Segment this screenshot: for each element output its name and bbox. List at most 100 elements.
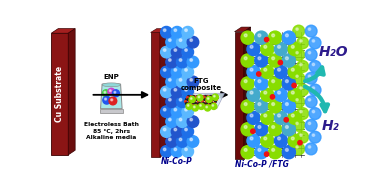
Circle shape [174, 88, 177, 91]
Circle shape [166, 96, 177, 108]
Circle shape [300, 111, 302, 113]
Circle shape [214, 95, 215, 97]
Circle shape [291, 45, 294, 48]
Text: Ni-Co-P: Ni-Co-P [161, 157, 193, 166]
Circle shape [285, 34, 288, 37]
Circle shape [179, 59, 182, 61]
Circle shape [244, 125, 247, 128]
Circle shape [277, 45, 280, 48]
Circle shape [255, 77, 268, 90]
Circle shape [308, 122, 311, 125]
Circle shape [250, 137, 253, 140]
Circle shape [187, 36, 199, 48]
Circle shape [291, 137, 294, 140]
Circle shape [241, 31, 254, 44]
Circle shape [185, 49, 187, 51]
Circle shape [244, 57, 247, 60]
Circle shape [257, 72, 261, 76]
Circle shape [300, 40, 302, 42]
Circle shape [171, 46, 183, 58]
Circle shape [171, 126, 183, 137]
Circle shape [244, 103, 247, 105]
Circle shape [241, 123, 254, 136]
Circle shape [309, 37, 321, 49]
Circle shape [171, 86, 183, 98]
Circle shape [166, 116, 177, 127]
Circle shape [264, 137, 267, 140]
Circle shape [312, 111, 314, 113]
Circle shape [305, 143, 317, 155]
Circle shape [185, 69, 187, 71]
Circle shape [282, 123, 295, 136]
Circle shape [291, 68, 294, 71]
Circle shape [182, 126, 194, 137]
Circle shape [190, 39, 192, 41]
Circle shape [297, 37, 308, 49]
Circle shape [258, 125, 261, 128]
Circle shape [163, 88, 166, 91]
Circle shape [163, 148, 166, 151]
Circle shape [163, 108, 166, 111]
Circle shape [293, 119, 305, 131]
Text: Electroless Bath: Electroless Bath [84, 122, 139, 127]
Circle shape [247, 134, 260, 147]
Circle shape [277, 137, 280, 140]
FancyArrowPatch shape [305, 87, 328, 111]
Circle shape [308, 28, 311, 30]
Circle shape [185, 29, 187, 31]
Text: 85 °C, 2hrs: 85 °C, 2hrs [93, 128, 130, 134]
Circle shape [261, 88, 274, 102]
Polygon shape [100, 109, 123, 113]
Circle shape [206, 106, 208, 108]
Circle shape [247, 43, 260, 56]
Circle shape [206, 96, 212, 102]
Circle shape [300, 134, 302, 136]
Circle shape [105, 98, 107, 100]
Circle shape [277, 91, 280, 94]
Circle shape [163, 49, 166, 51]
Circle shape [177, 96, 188, 108]
Circle shape [291, 114, 294, 117]
Circle shape [174, 69, 177, 71]
Text: H₂: H₂ [322, 119, 340, 133]
Circle shape [171, 26, 183, 38]
Ellipse shape [102, 83, 121, 87]
Circle shape [255, 123, 268, 136]
Text: ENP: ENP [104, 74, 119, 80]
Polygon shape [150, 29, 166, 33]
Circle shape [187, 56, 199, 68]
Circle shape [309, 131, 321, 143]
Circle shape [182, 106, 194, 117]
Circle shape [296, 146, 298, 148]
Circle shape [305, 49, 317, 61]
Circle shape [282, 31, 295, 44]
Circle shape [308, 75, 311, 77]
Circle shape [182, 46, 194, 58]
Circle shape [161, 46, 172, 58]
Circle shape [169, 138, 171, 141]
Circle shape [212, 94, 218, 100]
Circle shape [169, 79, 171, 81]
Circle shape [174, 148, 177, 151]
Circle shape [241, 146, 254, 159]
Polygon shape [160, 29, 166, 157]
Circle shape [102, 90, 109, 97]
Circle shape [258, 57, 261, 60]
Circle shape [185, 148, 187, 151]
Circle shape [282, 77, 295, 90]
Circle shape [293, 96, 305, 108]
Circle shape [272, 148, 274, 151]
Circle shape [174, 108, 177, 111]
Circle shape [247, 88, 260, 102]
Circle shape [189, 96, 195, 102]
Circle shape [161, 106, 172, 117]
Circle shape [185, 88, 187, 91]
Circle shape [244, 80, 247, 83]
Circle shape [244, 148, 247, 151]
Polygon shape [51, 29, 75, 33]
Circle shape [297, 131, 308, 143]
Circle shape [251, 129, 255, 133]
Bar [150, 33, 160, 157]
Circle shape [174, 49, 177, 51]
Circle shape [241, 77, 254, 90]
